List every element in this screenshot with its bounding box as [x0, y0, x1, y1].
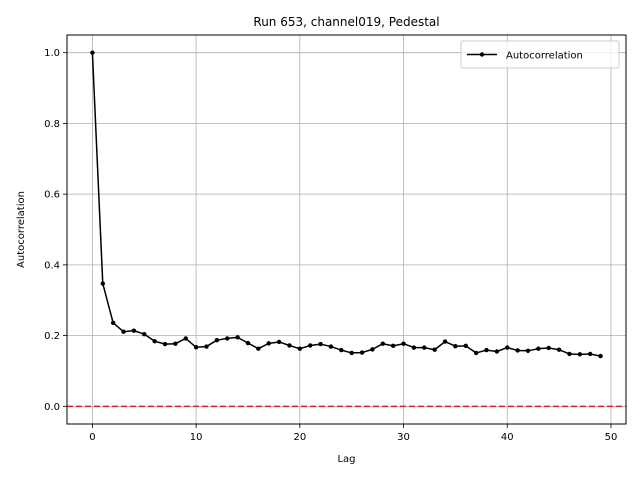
data-point [505, 345, 510, 350]
data-point [349, 350, 354, 356]
data-point [411, 345, 417, 350]
data-point [142, 331, 147, 337]
data-point [536, 346, 541, 351]
data-point [276, 339, 282, 345]
y-tick-label: 0.4 [44, 260, 60, 271]
x-tick-label: 50 [605, 432, 618, 443]
data-point [131, 328, 137, 333]
data-point [556, 347, 562, 352]
data-point [380, 341, 385, 346]
data-point [121, 329, 126, 334]
data-point [432, 347, 437, 352]
data-point [484, 347, 489, 353]
y-tick-label: 0.6 [44, 190, 60, 201]
data-point [422, 345, 427, 350]
x-axis-label: Lag [337, 454, 355, 465]
data-point [100, 281, 105, 286]
x-tick-label: 40 [501, 432, 514, 443]
data-point [442, 339, 448, 344]
series-layer [90, 50, 603, 359]
data-point [245, 340, 251, 346]
axis-ticks: 0 10 20 30 40 50 0.0 0.2 0.4 0.6 0.8 1.0 [44, 48, 617, 443]
data-point [214, 337, 220, 343]
data-point [370, 347, 375, 352]
data-point [494, 349, 500, 354]
data-point [266, 341, 271, 346]
data-point [390, 343, 396, 349]
legend-box [460, 40, 620, 69]
legend-marker-sample [479, 52, 485, 57]
data-point [297, 346, 303, 351]
data-point [173, 341, 178, 346]
data-point [401, 341, 406, 346]
data-point [328, 344, 334, 349]
data-point [339, 347, 344, 353]
data-point [588, 351, 593, 357]
data-point [235, 335, 240, 340]
data-point [598, 353, 603, 359]
data-point [567, 351, 572, 357]
x-tick-label: 0 [89, 432, 95, 443]
data-point [152, 339, 157, 344]
y-tick-label: 0.2 [44, 331, 60, 342]
x-tick-label: 30 [397, 432, 410, 443]
data-point [193, 345, 199, 350]
y-tick-label: 1.0 [44, 48, 60, 59]
data-point [453, 344, 458, 349]
y-tick-label: 0.0 [44, 402, 60, 413]
data-point [473, 350, 479, 356]
data-point [110, 320, 116, 326]
data-point [90, 50, 95, 55]
legend-entry-autocorrelation: Autocorrelation [506, 51, 583, 62]
chart-title: Run 653, channel019, Pedestal [253, 15, 439, 29]
data-point [515, 348, 520, 353]
plot-frame [66, 34, 627, 425]
data-point [577, 352, 583, 357]
data-point [546, 345, 551, 351]
x-tick-label: 20 [293, 432, 306, 443]
data-point [463, 343, 468, 349]
data-point [525, 348, 531, 353]
data-point [287, 343, 292, 348]
data-point [318, 341, 323, 347]
data-point [204, 344, 209, 349]
data-point [183, 336, 188, 341]
data-point [359, 350, 365, 355]
y-tick-label: 0.8 [44, 119, 60, 130]
legend: Autocorrelation [460, 40, 620, 69]
x-tick-label: 10 [190, 432, 203, 443]
data-point [256, 346, 261, 351]
data-point [308, 343, 313, 348]
data-point [162, 341, 168, 347]
y-axis-label: Autocorrelation [16, 191, 27, 268]
data-point [225, 336, 230, 341]
